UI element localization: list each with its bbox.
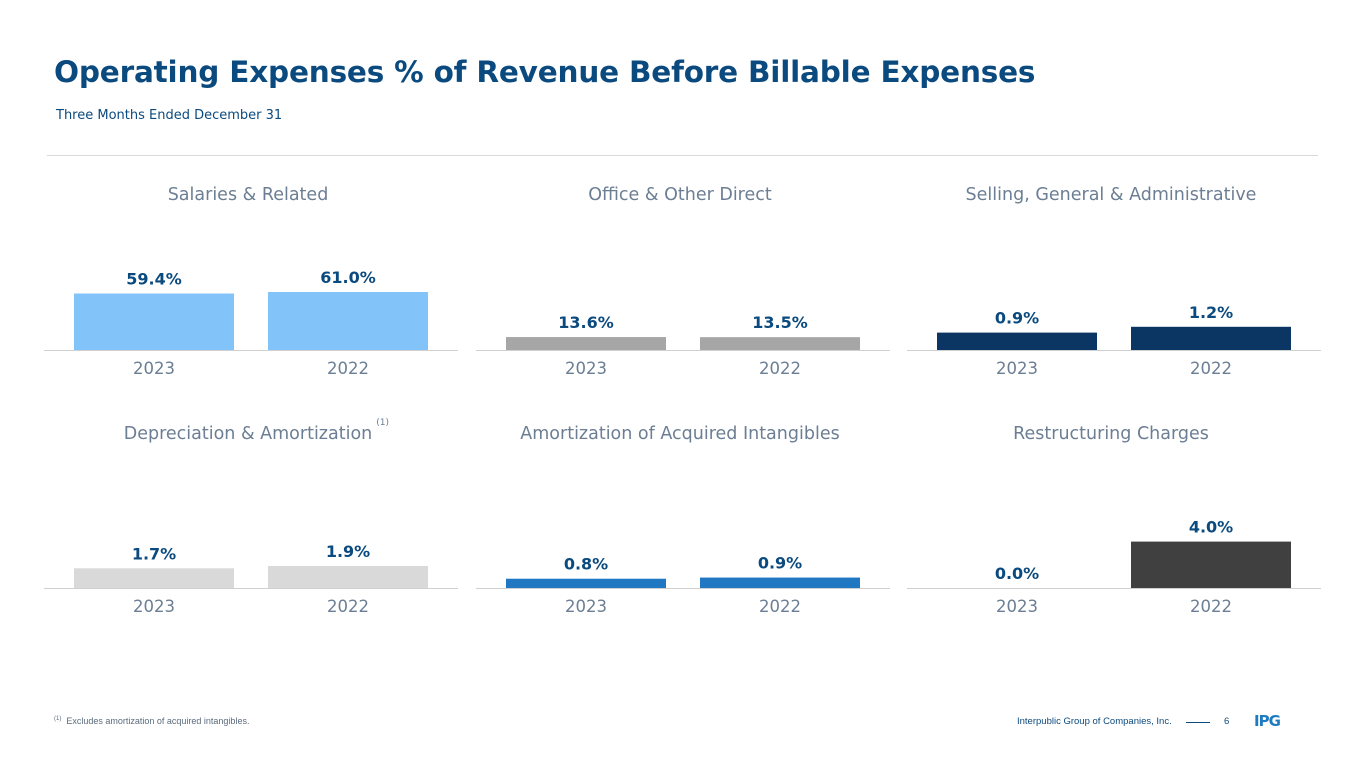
- x-tick-label: 2023: [565, 359, 607, 378]
- x-tick-label: 2023: [996, 359, 1038, 378]
- company-name: Interpublic Group of Companies, Inc.: [1017, 716, 1172, 727]
- chart-title-text: Office & Other Direct: [588, 185, 772, 205]
- x-tick-label: 2023: [565, 597, 607, 616]
- data-label: 1.2%: [1189, 303, 1233, 322]
- bar-2023: [937, 332, 1097, 350]
- x-tick-label: 2022: [1190, 597, 1232, 616]
- chart-title-restructuring-charges: Restructuring Charges: [901, 424, 1321, 444]
- bar-2022: [268, 565, 428, 588]
- chart-title-depreciation-amortization: Depreciation & Amortization (1): [38, 418, 458, 444]
- x-tick-label: 2022: [759, 359, 801, 378]
- footnote: (1) Excludes amortization of acquired int…: [54, 716, 249, 726]
- data-label: 0.9%: [995, 309, 1039, 328]
- footnote-text: Excludes amortization of acquired intang…: [66, 716, 250, 726]
- x-tick-label: 2022: [1190, 359, 1232, 378]
- page-subtitle: Three Months Ended December 31: [56, 108, 283, 123]
- title-divider: [47, 155, 1318, 156]
- bar-chart-selling-general-administrative: 0.9% 2023 1.2% 2022: [907, 303, 1321, 378]
- x-tick-label: 2023: [996, 597, 1038, 616]
- footnote-ref: (1): [376, 418, 389, 428]
- chart-title-salaries-related: Salaries & Related: [38, 185, 458, 205]
- bar-chart-amortization-of-acquired-intangibles: 0.8% 2023 0.9% 2022: [476, 554, 890, 616]
- page-number: 6: [1224, 716, 1230, 727]
- x-tick-label: 2022: [759, 597, 801, 616]
- data-label: 1.7%: [132, 544, 176, 563]
- bar-2022: [1131, 541, 1291, 588]
- bar-chart-restructuring-charges: 0.0% 2023 4.0% 2022: [907, 518, 1321, 616]
- chart-title-text: Salaries & Related: [167, 185, 329, 205]
- x-tick-label: 2022: [327, 359, 369, 378]
- bar-2022: [1131, 326, 1291, 350]
- data-label: 13.5%: [752, 313, 808, 332]
- data-label: 4.0%: [1189, 518, 1233, 537]
- bar-chart-depreciation-amortization: 1.7% 2023 1.9% 2022: [44, 542, 458, 616]
- bar-2023: [506, 337, 666, 350]
- data-label: 59.4%: [126, 270, 182, 289]
- data-label: 0.8%: [564, 555, 608, 574]
- bar-chart-office-other-direct: 13.6% 2023 13.5% 2022: [476, 313, 890, 378]
- x-tick-label: 2022: [327, 597, 369, 616]
- footer-divider: [1186, 722, 1210, 723]
- chart-title-text: Restructuring Charges: [1013, 424, 1209, 444]
- bar-2023: [74, 568, 234, 588]
- x-tick-label: 2023: [133, 597, 175, 616]
- x-tick-label: 2023: [133, 359, 175, 378]
- chart-title-office-other-direct: Office & Other Direct: [470, 185, 890, 205]
- bar-chart-salaries-related: 59.4% 2023 61.0% 2022: [44, 268, 458, 378]
- data-label: 0.9%: [758, 554, 802, 573]
- data-label: 0.0%: [995, 564, 1039, 583]
- bar-2022: [700, 337, 860, 350]
- chart-title-amortization-of-acquired-intangibles: Amortization of Acquired Intangibles: [470, 424, 890, 444]
- ipg-logo: IPG: [1254, 712, 1281, 730]
- bar-2023: [506, 578, 666, 588]
- bar-2022: [700, 577, 860, 588]
- bar-2023: [74, 293, 234, 350]
- page-title: Operating Expenses % of Revenue Before B…: [54, 55, 1036, 89]
- data-label: 61.0%: [320, 268, 376, 287]
- data-label: 1.9%: [326, 542, 370, 561]
- data-label: 13.6%: [558, 313, 614, 332]
- chart-title-text: Selling, General & Administrative: [965, 185, 1257, 205]
- chart-title-text: Amortization of Acquired Intangibles: [520, 424, 840, 444]
- chart-title-selling-general-administrative: Selling, General & Administrative: [901, 185, 1321, 205]
- bar-2022: [268, 292, 428, 350]
- chart-title-text: Depreciation & Amortization: [123, 424, 373, 444]
- footnote-mark: (1): [54, 716, 62, 722]
